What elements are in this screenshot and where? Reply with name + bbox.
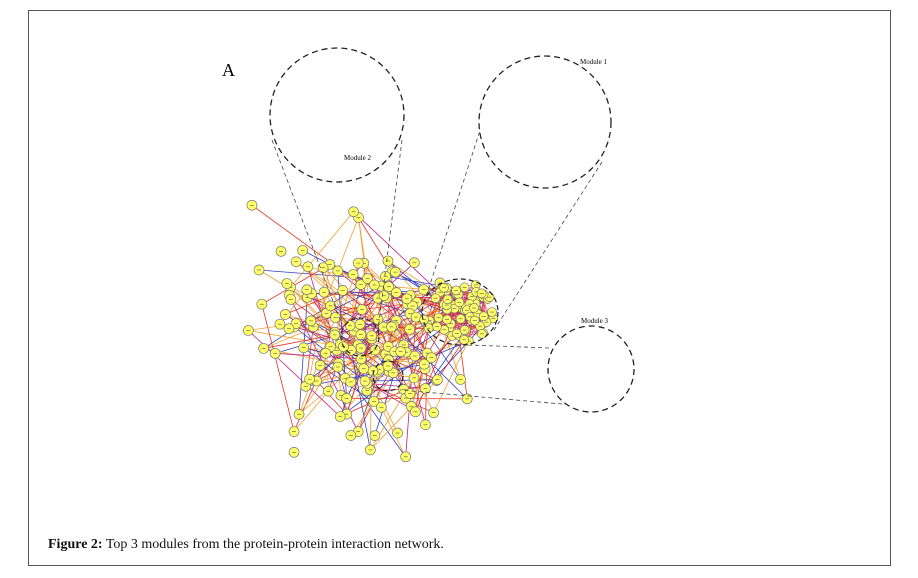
figure-border xyxy=(28,10,891,566)
edge xyxy=(415,331,450,412)
edge xyxy=(290,211,354,288)
module-outline xyxy=(340,317,380,357)
edge xyxy=(367,383,426,389)
zoom-connector xyxy=(377,139,403,331)
edge xyxy=(298,295,385,415)
zoom-connector xyxy=(271,139,343,326)
edge xyxy=(371,298,408,340)
zoom-connector xyxy=(399,389,563,405)
edge xyxy=(381,377,415,408)
edge xyxy=(366,383,434,414)
module-label: Module 2 xyxy=(344,154,372,162)
panel-label: A xyxy=(222,60,235,80)
zoom-circle xyxy=(478,55,612,189)
edge xyxy=(251,204,362,285)
zoom-connector xyxy=(469,344,550,349)
edge xyxy=(390,288,428,354)
edge xyxy=(352,274,411,394)
module-label: Module 3 xyxy=(581,317,609,325)
edge xyxy=(261,304,295,432)
caption-label: Figure 2: xyxy=(48,537,103,552)
edge xyxy=(340,339,465,396)
edge xyxy=(263,334,335,349)
edge xyxy=(350,350,371,450)
module-outline xyxy=(372,360,404,392)
caption: Figure 2: Top 3 modules from the protein… xyxy=(48,537,444,553)
edge xyxy=(290,287,335,336)
edge xyxy=(307,266,348,399)
edge xyxy=(305,363,425,387)
edge xyxy=(309,302,417,380)
edge xyxy=(298,297,308,415)
edge xyxy=(458,335,468,399)
edge xyxy=(263,348,364,370)
edge xyxy=(275,313,411,354)
edge xyxy=(293,390,329,432)
edge xyxy=(436,339,465,381)
module-outline xyxy=(421,278,499,346)
network xyxy=(243,47,635,463)
zoom-connector xyxy=(493,161,603,331)
zoom-connector xyxy=(424,111,487,301)
module-label: Module 1 xyxy=(580,58,608,66)
zoom-circle xyxy=(269,47,405,183)
edge xyxy=(337,217,359,272)
edge xyxy=(261,264,330,305)
caption-text: Top 3 modules from the protein-protein i… xyxy=(105,537,444,552)
edge xyxy=(316,380,347,415)
edge xyxy=(275,352,362,360)
zoom-circle xyxy=(547,325,635,413)
edge xyxy=(309,264,331,380)
